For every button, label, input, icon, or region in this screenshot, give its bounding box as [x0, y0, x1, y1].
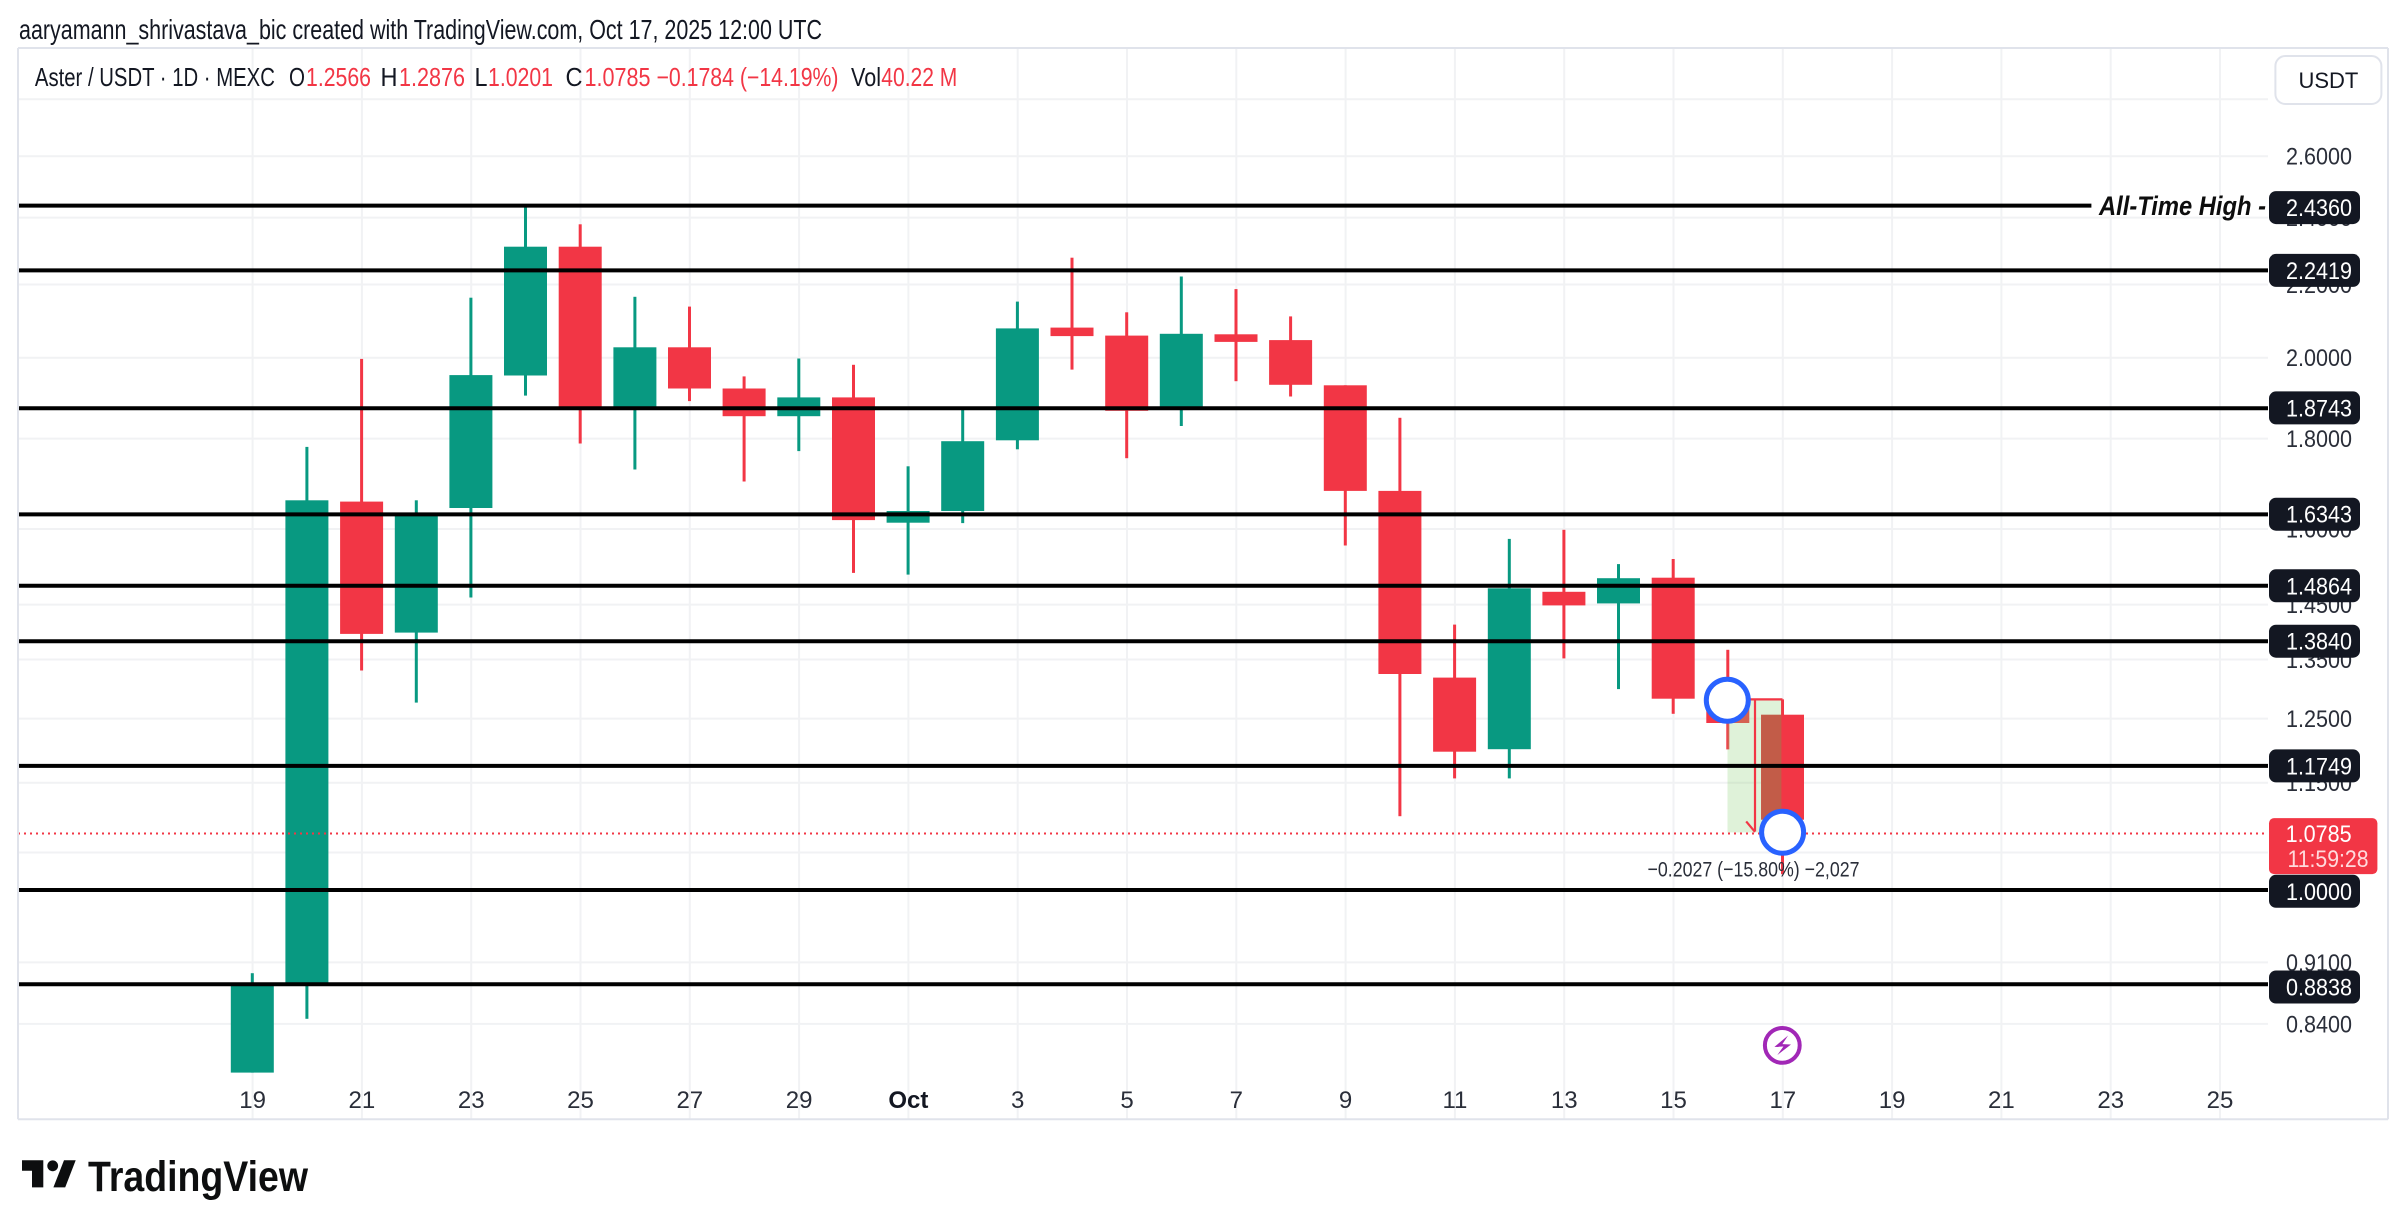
svg-text:29: 29 — [786, 1087, 813, 1114]
svg-text:1.3840: 1.3840 — [2286, 629, 2352, 656]
svg-text:aaryamann_shrivastava_bic crea: aaryamann_shrivastava_bic created with T… — [19, 14, 822, 45]
svg-text:0.8838: 0.8838 — [2286, 975, 2352, 1002]
svg-text:23: 23 — [2097, 1087, 2124, 1114]
svg-text:19: 19 — [239, 1087, 266, 1114]
svg-text:USDT: USDT — [2298, 68, 2358, 93]
svg-text:1.0785: 1.0785 — [2286, 821, 2352, 848]
svg-text:5: 5 — [1120, 1087, 1133, 1114]
svg-text:19: 19 — [1879, 1087, 1906, 1114]
svg-text:9: 9 — [1339, 1087, 1352, 1114]
svg-text:2.0000: 2.0000 — [2286, 345, 2352, 372]
svg-text:13: 13 — [1551, 1087, 1578, 1114]
svg-text:1.0000: 1.0000 — [2286, 879, 2352, 906]
svg-text:27: 27 — [676, 1087, 703, 1114]
svg-text:1.8000: 1.8000 — [2286, 426, 2352, 453]
svg-text:17: 17 — [1769, 1087, 1796, 1114]
svg-text:25: 25 — [2207, 1087, 2234, 1114]
svg-text:Aster / USDT · 1D · MEXC: Aster / USDT · 1D · MEXC — [35, 62, 275, 92]
svg-text:Oct: Oct — [888, 1087, 928, 1114]
svg-text:−0.2027 (−15.80%) −2,027: −0.2027 (−15.80%) −2,027 — [1648, 858, 1860, 882]
svg-text:1.0201: 1.0201 — [488, 62, 553, 92]
svg-text:TradingView: TradingView — [88, 1153, 308, 1201]
svg-text:1.2500: 1.2500 — [2286, 706, 2352, 733]
svg-text:23: 23 — [458, 1087, 485, 1114]
svg-text:3: 3 — [1011, 1087, 1024, 1114]
svg-text:2.4360: 2.4360 — [2286, 195, 2352, 222]
svg-text:1.6343: 1.6343 — [2286, 502, 2352, 529]
svg-text:1.8743: 1.8743 — [2286, 395, 2352, 422]
svg-text:1.0785: 1.0785 — [585, 62, 651, 92]
svg-text:All-Time High -: All-Time High - — [2098, 191, 2266, 221]
svg-text:1.2876: 1.2876 — [399, 62, 465, 92]
svg-text:1.2566: 1.2566 — [306, 62, 371, 92]
svg-text:−0.1784 (−14.19%): −0.1784 (−14.19%) — [657, 62, 839, 92]
svg-text:1.1749: 1.1749 — [2286, 753, 2352, 780]
svg-text:7: 7 — [1230, 1087, 1243, 1114]
svg-text:0.8400: 0.8400 — [2286, 1011, 2352, 1038]
svg-text:40.22 M: 40.22 M — [881, 62, 957, 92]
svg-text:Vol: Vol — [851, 62, 881, 92]
svg-text:O: O — [289, 62, 305, 92]
svg-text:2.2419: 2.2419 — [2286, 258, 2352, 285]
svg-text:L: L — [475, 62, 488, 92]
svg-text:2.6000: 2.6000 — [2286, 144, 2352, 171]
svg-text:11: 11 — [1442, 1087, 1467, 1114]
svg-text:H: H — [381, 62, 398, 92]
svg-text:15: 15 — [1660, 1087, 1687, 1114]
svg-text:C: C — [566, 62, 583, 92]
svg-text:21: 21 — [349, 1087, 376, 1114]
svg-text:11:59:28: 11:59:28 — [2288, 846, 2369, 873]
svg-text:25: 25 — [567, 1087, 594, 1114]
svg-text:21: 21 — [1988, 1087, 2015, 1114]
svg-text:1.4864: 1.4864 — [2286, 573, 2352, 600]
